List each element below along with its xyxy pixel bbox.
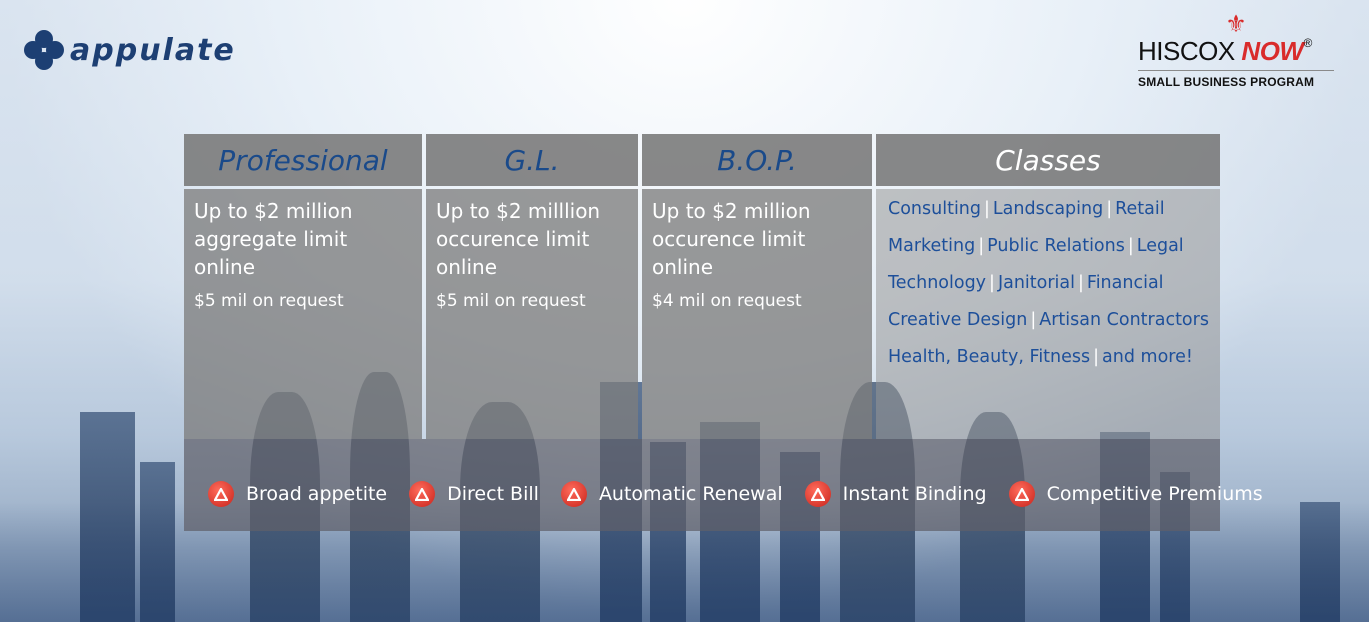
feature-label: Direct Bill [447,483,539,505]
class-item: Janitorial [997,273,1075,293]
class-item: Financial [1086,273,1164,293]
class-item: Artisan Contractors [1039,310,1209,330]
limit-text: Up to $2 milllion occurence limit online [436,199,601,279]
feature-item: Instant Binding [804,481,987,507]
feature-item: Automatic Renewal [560,481,783,507]
warning-triangle-icon [409,481,436,507]
fleur-de-lis-icon: ⚜ [1225,10,1247,38]
limit-text: Up to $2 million aggregate limit online [194,199,353,279]
clover-icon [24,30,64,70]
column-bop: B.O.P. Up to $2 million occurence limit … [642,134,872,531]
class-item: and more! [1102,347,1193,367]
class-item: Landscaping [992,199,1104,219]
feature-label: Broad appetite [246,483,388,505]
class-item: Technology [888,273,987,293]
column-title: G.L. [426,134,638,186]
class-row: Health, Beauty, Fitness | and more! [888,347,1193,367]
hiscox-wordmark: HISCOX NOW® [1138,36,1312,66]
request-text: $5 mil on request [194,291,344,311]
features-band: Broad appetite Direct Bill Automatic Ren… [184,439,1263,531]
column-classes: Classes Consulting | Landscaping | Retail Ma… [876,134,1220,531]
column-title: Professional [184,134,422,186]
class-row: Consulting | Landscaping | Retail [888,199,1165,219]
column-body: Up to $2 million aggregate limit online … [184,189,422,439]
class-item: Marketing [888,236,976,256]
limit-text: Up to $2 million occurence limit online [652,199,811,279]
column-gl: G.L. Up to $2 milllion occurence limit o… [426,134,638,531]
class-row: Marketing | Public Relations | Legal [888,236,1184,256]
warning-triangle-icon [1008,481,1035,507]
column-title: B.O.P. [642,134,872,186]
feature-list: Broad appetite Direct Bill Automatic Ren… [208,481,1273,507]
hiscox-now-logo: ⚜ HISCOX NOW® SMALL BUSINESS PROGRAM [1138,12,1334,89]
feature-label: Competitive Premiums [1046,483,1263,505]
appulate-logo: appulate [24,30,236,70]
classes-list: Consulting | Landscaping | Retail Marketing |… [876,189,1220,439]
class-item: Health, Beauty, Fitness [888,347,1091,367]
warning-triangle-icon [208,481,234,507]
class-item: Retail [1115,199,1165,219]
request-text: $4 mil on request [652,291,802,311]
feature-label: Instant Binding [842,483,987,505]
hiscox-subtitle: SMALL BUSINESS PROGRAM [1138,75,1315,89]
coverage-panel: Professional Up to $2 million aggregate … [184,134,1263,531]
feature-item: Direct Bill [409,481,539,507]
column-body: Up to $2 milllion occurence limit online… [426,189,638,439]
class-item: Legal [1136,236,1184,256]
feature-label: Automatic Renewal [598,483,783,505]
request-text: $5 mil on request [436,291,586,311]
feature-item: Broad appetite [208,481,387,507]
feature-item: Competitive Premiums [1008,481,1263,507]
class-item: Consulting [888,199,982,219]
column-body: Up to $2 million occurence limit online … [642,189,872,439]
column-professional: Professional Up to $2 million aggregate … [184,134,422,531]
appulate-wordmark: appulate [70,32,236,68]
logo-divider [1138,70,1334,71]
class-item: Creative Design [888,310,1028,330]
warning-triangle-icon [560,481,587,507]
class-item: Public Relations [987,236,1125,256]
warning-triangle-icon [804,481,831,507]
class-row: Creative Design | Artisan Contractors [888,310,1209,330]
class-row: Technology | Janitorial | Financial [888,273,1164,293]
column-title: Classes [876,134,1220,186]
